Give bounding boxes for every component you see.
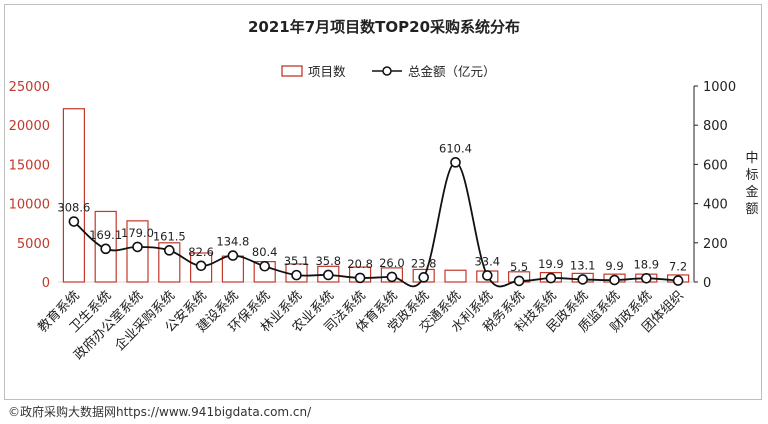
- y-right-tick-label: 400: [703, 198, 728, 213]
- legend-bar-swatch: [281, 65, 303, 77]
- amount-data-label: 33.4: [474, 254, 500, 268]
- amount-data-label: 80.4: [252, 245, 278, 259]
- y-left-tick-label: 5000: [17, 237, 50, 252]
- amount-data-label: 169.1: [89, 228, 122, 242]
- y-right-axis-title-char: 标: [745, 168, 758, 183]
- amount-data-label: 9.9: [605, 259, 623, 273]
- amount-data-label: 35.1: [284, 254, 310, 268]
- amount-data-label: 82.6: [188, 245, 214, 259]
- amount-marker: [354, 272, 366, 284]
- amount-marker: [195, 260, 207, 272]
- y-right-tick-label: 800: [703, 119, 728, 134]
- amount-data-label: 7.2: [669, 260, 687, 274]
- y-left-tick-label: 10000: [9, 198, 50, 213]
- amount-marker: [418, 272, 430, 283]
- y-right-tick-label: 600: [703, 158, 728, 173]
- amount-data-label: 19.9: [538, 257, 564, 271]
- y-left-tick-label: 15000: [9, 158, 50, 173]
- bar-教育系统: [62, 108, 86, 283]
- amount-marker: [609, 274, 620, 286]
- amount-marker: [132, 241, 143, 253]
- y-left-tick-label: 25000: [9, 80, 50, 95]
- bar-交通系统: [444, 269, 467, 283]
- amount-data-label: 5.5: [510, 260, 528, 274]
- amount-data-label: 35.8: [315, 254, 341, 268]
- y-right-tick-label: 1000: [703, 80, 736, 95]
- legend-bar-label: 项目数: [308, 64, 346, 79]
- amount-marker: [259, 260, 271, 272]
- amount-marker: [672, 275, 684, 286]
- amount-marker: [640, 272, 652, 284]
- y-right-tick-label: 200: [703, 237, 728, 252]
- amount-data-label: 26.0: [379, 256, 405, 270]
- y-left-tick-label: 0: [42, 276, 50, 291]
- amount-marker: [291, 269, 302, 281]
- amount-marker: [386, 271, 398, 283]
- amount-marker: [513, 275, 525, 287]
- amount-data-label: 610.4: [439, 141, 472, 155]
- amount-data-label: 161.5: [153, 229, 186, 243]
- y-right-axis-title-char: 额: [745, 202, 758, 217]
- amount-marker: [68, 216, 80, 227]
- legend-line-marker: [382, 66, 392, 76]
- amount-marker: [577, 274, 589, 285]
- amount-marker: [322, 269, 334, 281]
- amount-data-label: 23.8: [411, 256, 437, 270]
- y-right-axis-title-char: 中: [745, 151, 758, 166]
- amount-marker: [100, 243, 111, 255]
- legend-line-label: 总金额（亿元）: [408, 64, 496, 79]
- y-right-tick-label: 0: [703, 276, 711, 291]
- amount-data-label: 13.1: [570, 258, 596, 272]
- y-left-tick-label: 20000: [9, 119, 50, 134]
- source-credit: ©政府采购大数据网https://www.941bigdata.com.cn/: [8, 405, 312, 419]
- chart-title: 2021年7月项目数TOP20采购系统分布: [248, 18, 520, 36]
- amount-data-label: 18.9: [633, 257, 659, 271]
- amount-marker: [545, 272, 557, 284]
- amount-marker: [164, 245, 175, 256]
- amount-marker: [227, 250, 239, 261]
- amount-data-label: 308.6: [57, 201, 90, 215]
- amount-data-label: 179.0: [121, 226, 154, 240]
- amount-marker: [450, 157, 461, 168]
- amount-marker: [481, 270, 493, 281]
- y-right-axis-title-char: 金: [745, 184, 758, 200]
- amount-data-label: 20.8: [347, 257, 373, 271]
- amount-data-label: 134.8: [216, 235, 249, 249]
